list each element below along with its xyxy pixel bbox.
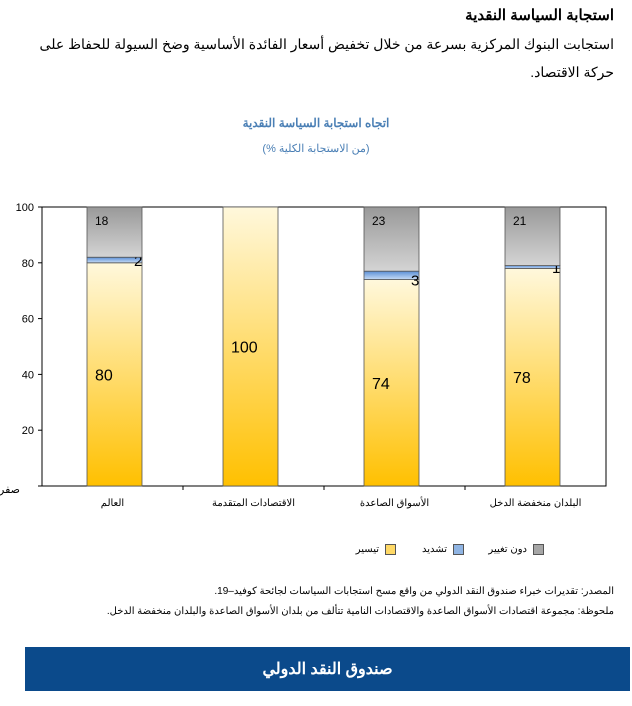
data-label: 100 (231, 340, 258, 357)
legend-swatch (453, 544, 464, 555)
y-tick-label: صفر (0, 484, 20, 496)
data-label: 1 (552, 260, 560, 277)
section-title: استجابة السياسة النقدية (465, 7, 614, 24)
legend-swatch (385, 544, 396, 555)
data-label: 23 (372, 214, 386, 228)
y-tick-label: 60 (22, 314, 34, 326)
stacked-bar-chart: صفر 20 40 60 80 100 العالم 80 2 18 الاقتصادات المت… (0, 202, 607, 509)
imf-banner: صندوق النقد الدولي (25, 647, 630, 691)
bar-segment (363, 279, 420, 487)
bar-segment (504, 267, 561, 487)
chart-title: اتجاه استجابة السياسة النقدية (242, 116, 390, 130)
y-tick-label: 40 (22, 369, 34, 381)
y-tick-label: 20 (22, 425, 34, 437)
legend-label: دون تغيير (488, 544, 527, 555)
x-tick-label: البلدان منخفضة الدخل (490, 498, 582, 509)
legend-label: تشديد (422, 544, 447, 555)
x-tick-label: الاقتصادات المتقدمة (212, 498, 295, 509)
legend-item-easing: تيسير (356, 544, 396, 555)
brand-text: صندوق النقد الدولي (262, 661, 393, 678)
bar-segment (504, 206, 561, 266)
x-tick-label: الأسواق الصاعدة (360, 497, 429, 509)
legend-item-unchanged: دون تغيير (488, 544, 544, 555)
legend-item-tightening: تشديد (422, 544, 464, 555)
data-label: 3 (411, 272, 419, 289)
bar-segment (222, 206, 279, 487)
data-label: 21 (513, 214, 527, 228)
legend-swatch (533, 544, 544, 555)
bar-segment (86, 206, 143, 258)
data-label: 18 (95, 214, 109, 228)
intro-text: استجابت البنوك المركزية بسرعة من خلال تخ… (39, 36, 614, 80)
y-tick-label: 80 (22, 258, 34, 270)
y-tick-label: 100 (16, 202, 34, 214)
data-label: 78 (513, 370, 531, 387)
chart-subtitle: (% من الاستجابة الكلية) (262, 143, 370, 155)
legend-label: تيسير (355, 544, 379, 555)
data-label: 2 (134, 253, 142, 270)
data-label: 74 (372, 376, 390, 393)
x-tick-label: العالم (101, 498, 124, 509)
source-note: المصدر: تقديرات خبراء صندوق النقد الدولي… (214, 586, 614, 597)
bar-segment (363, 206, 420, 272)
data-label: 80 (95, 367, 113, 384)
footnote: ملحوظة: مجموعة اقتصادات الأسواق الصاعدة … (106, 606, 614, 617)
